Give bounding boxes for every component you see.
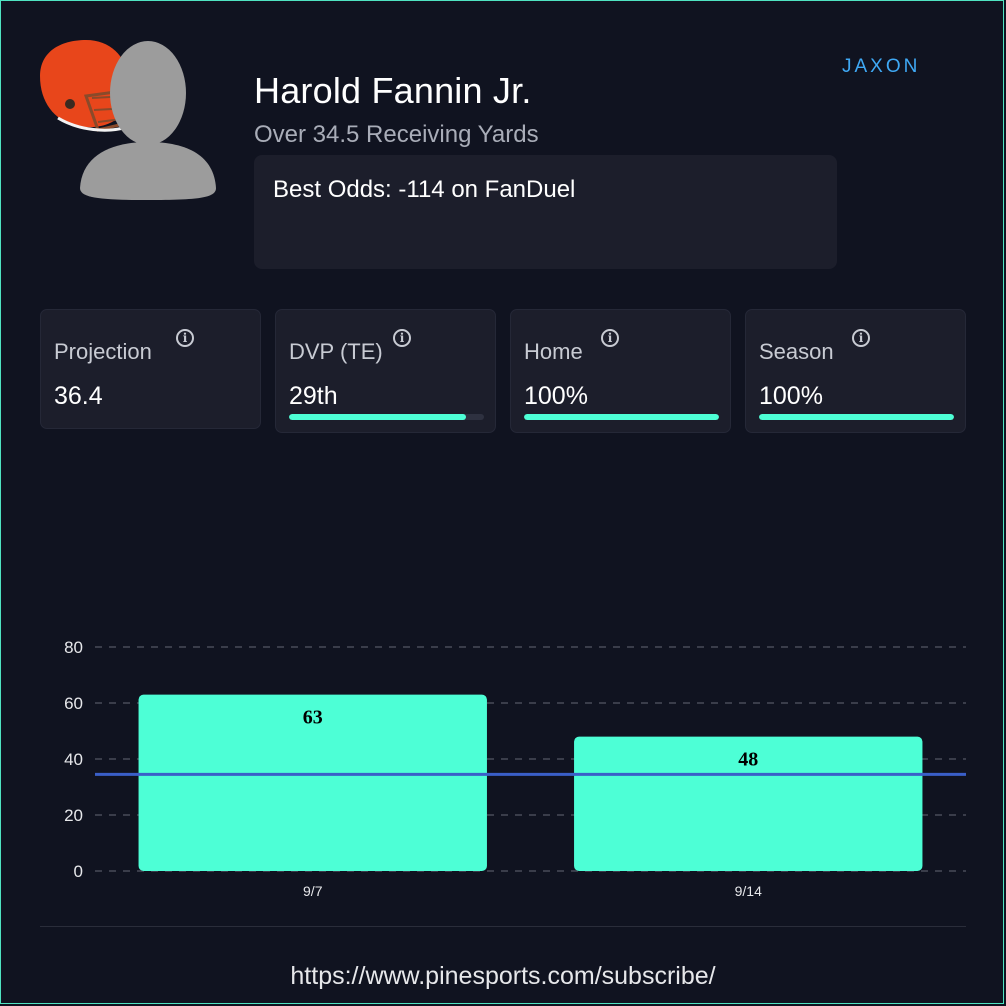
stat-label: Projection bbox=[54, 339, 152, 364]
stat-card-dvp: DVP (TE) i 29th bbox=[275, 309, 496, 433]
stat-value: 29th bbox=[289, 382, 338, 410]
bar-data-label: 63 bbox=[303, 707, 323, 729]
x-tick-label: 9/14 bbox=[735, 883, 762, 899]
y-tick-label: 80 bbox=[64, 638, 83, 657]
player-name: Harold Fannin Jr. bbox=[254, 70, 532, 111]
y-tick-label: 20 bbox=[64, 806, 83, 825]
prop-description: Over 34.5 Receiving Yards bbox=[254, 121, 539, 148]
stat-value: 36.4 bbox=[54, 382, 103, 410]
stat-progress-track bbox=[759, 414, 954, 420]
y-tick-label: 60 bbox=[64, 694, 83, 713]
info-icon[interactable]: i bbox=[176, 329, 194, 347]
stat-label: Home bbox=[524, 339, 583, 364]
stat-progress-fill bbox=[524, 414, 719, 420]
info-icon[interactable]: i bbox=[852, 329, 870, 347]
y-tick-label: 40 bbox=[64, 750, 83, 769]
stat-label: Season bbox=[759, 339, 834, 364]
bar bbox=[574, 736, 923, 871]
game-log-bar-chart: 0 20 40 60 80 63 9/7 48 9/14 bbox=[64, 638, 966, 899]
player-avatar bbox=[38, 38, 218, 203]
player-silhouette-icon bbox=[80, 41, 216, 200]
y-tick-label: 0 bbox=[74, 862, 83, 881]
stat-progress-track bbox=[289, 414, 484, 420]
best-odds-box: Best Odds: -114 on FanDuel bbox=[254, 155, 837, 269]
stat-progress-track bbox=[524, 414, 719, 420]
info-icon[interactable]: i bbox=[601, 329, 619, 347]
stat-progress-fill bbox=[759, 414, 954, 420]
stat-progress-fill bbox=[289, 414, 467, 420]
x-tick-label: 9/7 bbox=[303, 883, 323, 899]
best-odds-text: Best Odds: -114 on FanDuel bbox=[273, 176, 576, 203]
svg-text:JAXON: JAXON bbox=[842, 56, 920, 77]
stat-value: 100% bbox=[524, 382, 588, 410]
subscribe-url[interactable]: https://www.pinesports.com/subscribe/ bbox=[290, 962, 716, 990]
stat-label: DVP (TE) bbox=[289, 339, 383, 364]
bar-data-label: 48 bbox=[738, 749, 758, 771]
stat-card-home: Home i 100% bbox=[510, 309, 731, 433]
stat-card-season: Season i 100% bbox=[745, 309, 966, 433]
brand-logo: JAXON bbox=[842, 50, 962, 84]
bar bbox=[138, 694, 487, 871]
stat-value: 100% bbox=[759, 382, 823, 410]
info-icon[interactable]: i bbox=[393, 329, 411, 347]
footer-divider bbox=[40, 926, 966, 927]
stat-card-projection: Projection i 36.4 bbox=[40, 309, 261, 429]
